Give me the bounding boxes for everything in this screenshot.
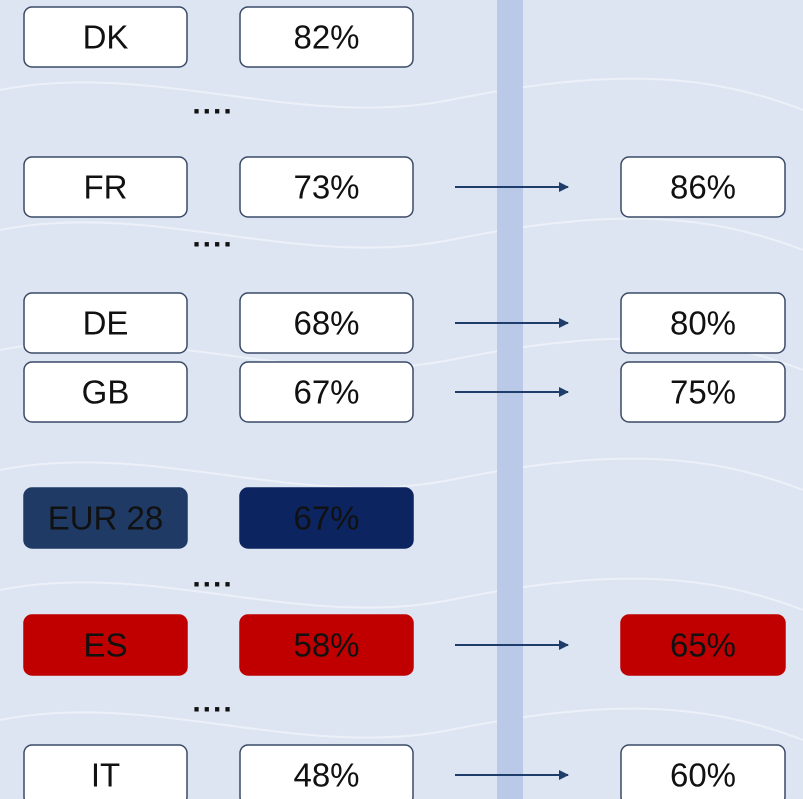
- target-value: 80%: [670, 305, 736, 342]
- target-value-box: [620, 156, 786, 218]
- country-box: [23, 744, 188, 799]
- divider-band: [497, 0, 523, 799]
- country-box: [23, 292, 188, 354]
- current-value-box: [239, 156, 414, 218]
- current-value-box: [239, 614, 414, 676]
- current-value: 73%: [293, 169, 359, 206]
- target-value: 65%: [670, 627, 736, 664]
- target-value-box: [620, 361, 786, 423]
- country: GB: [82, 374, 130, 411]
- country: ES: [83, 627, 127, 664]
- ellipsis: ....: [192, 686, 233, 719]
- target-value: 86%: [670, 169, 736, 206]
- rows: DK 82%.... FR 73% 86%.... DE 68% 80% GB 67% 75% EUR…: [23, 6, 786, 799]
- current-value: 48%: [293, 757, 359, 794]
- country: EUR 28: [48, 500, 164, 537]
- current-value-box: [239, 744, 414, 799]
- country: IT: [91, 757, 120, 794]
- ellipsis: ....: [192, 561, 233, 594]
- target-value: 75%: [670, 374, 736, 411]
- current-value: 67%: [293, 500, 359, 537]
- target-value-box: [620, 292, 786, 354]
- current-value-box: [239, 361, 414, 423]
- current-value: 58%: [293, 627, 359, 664]
- current-value: 68%: [293, 305, 359, 342]
- country-box: [23, 361, 188, 423]
- ellipsis: ....: [192, 88, 233, 121]
- ellipsis: ....: [192, 221, 233, 254]
- current-value-box: [239, 292, 414, 354]
- target-value-box: [620, 744, 786, 799]
- current-value-box: [239, 487, 414, 549]
- country-box: [23, 6, 188, 68]
- target-value: 60%: [670, 757, 736, 794]
- current-value: 67%: [293, 374, 359, 411]
- country: DE: [83, 305, 129, 342]
- country-box: [23, 156, 188, 218]
- current-value-box: [239, 6, 414, 68]
- country-box: [23, 614, 188, 676]
- current-value: 82%: [293, 19, 359, 56]
- country: FR: [84, 169, 128, 206]
- country-box: [23, 487, 188, 549]
- target-value-box: [620, 614, 786, 676]
- country: DK: [83, 19, 129, 56]
